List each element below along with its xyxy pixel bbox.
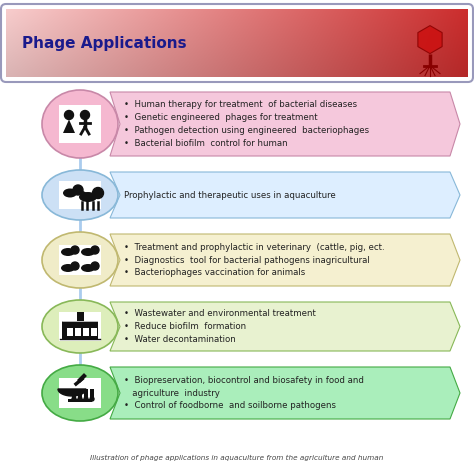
FancyBboxPatch shape [59, 181, 101, 209]
Text: •  Treatment and prophylactic in veterinary  (cattle, pig, ect.
•  Diagnostics  : • Treatment and prophylactic in veterina… [124, 242, 384, 277]
Polygon shape [110, 92, 460, 156]
Text: •  Biopreservation, biocontrol and biosafety in food and
   agriculture  industr: • Biopreservation, biocontrol and biosaf… [124, 376, 364, 410]
Polygon shape [110, 302, 460, 351]
Ellipse shape [81, 248, 95, 256]
Ellipse shape [63, 189, 77, 197]
Ellipse shape [42, 300, 118, 353]
Ellipse shape [81, 264, 95, 272]
Bar [83, 327, 89, 335]
Text: Prophylactic and therapeutic uses in aquaculture: Prophylactic and therapeutic uses in aqu… [124, 190, 336, 199]
Bar [77, 311, 84, 324]
Polygon shape [110, 234, 460, 286]
Bar [68, 399, 92, 402]
Ellipse shape [61, 248, 75, 256]
Bar [84, 389, 88, 399]
Ellipse shape [79, 192, 97, 202]
FancyBboxPatch shape [59, 106, 101, 143]
Circle shape [91, 246, 99, 254]
Polygon shape [58, 389, 86, 396]
Ellipse shape [42, 232, 118, 288]
Circle shape [78, 397, 82, 401]
FancyBboxPatch shape [59, 378, 101, 408]
Bar [67, 327, 73, 335]
Text: Phage Applications: Phage Applications [22, 36, 187, 51]
Circle shape [71, 262, 79, 270]
Ellipse shape [42, 170, 118, 220]
Bar [75, 327, 81, 335]
Text: •  Human therapy for treatment  of bacterial diseases
•  Genetic engineered  pha: • Human therapy for treatment of bacteri… [124, 100, 369, 148]
Text: •  Wastewater and environmental treatment
•  Reduce biofilm  formation
•  Water : • Wastewater and environmental treatment… [124, 309, 316, 344]
Circle shape [64, 111, 73, 120]
FancyBboxPatch shape [59, 245, 101, 275]
Bar [90, 389, 94, 399]
Circle shape [90, 397, 94, 401]
Ellipse shape [42, 90, 118, 158]
Ellipse shape [61, 264, 75, 272]
Bar [78, 389, 82, 399]
Circle shape [84, 397, 88, 401]
Circle shape [81, 111, 90, 120]
Bar [62, 320, 98, 339]
Circle shape [73, 185, 83, 195]
Circle shape [71, 246, 79, 254]
FancyBboxPatch shape [59, 312, 101, 341]
Polygon shape [110, 367, 460, 419]
Circle shape [91, 262, 99, 270]
Ellipse shape [42, 365, 118, 421]
Circle shape [72, 397, 76, 401]
Polygon shape [110, 172, 460, 218]
Bar [91, 327, 97, 335]
Bar [72, 389, 76, 399]
Circle shape [92, 188, 103, 198]
Polygon shape [63, 120, 75, 133]
Text: Illustration of phage applications in aquaculture from the agriculture and human: Illustration of phage applications in aq… [91, 455, 383, 461]
Polygon shape [418, 26, 442, 53]
